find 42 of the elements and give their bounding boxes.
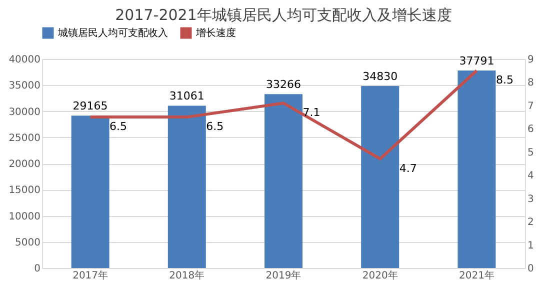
y2-tick-label: 1 [528,240,534,252]
y2-tick-label: 2 [528,217,534,228]
bar [71,116,110,268]
data-label: 29165 [72,100,108,113]
y2-tick-label: 7 [528,100,534,112]
y-tick-label: 35000 [8,80,40,92]
data-label: 31061 [169,90,204,103]
data-label: 33266 [266,78,301,92]
data-label: 6.5 [206,120,224,134]
y-tick-label: 30000 [8,106,40,118]
y-tick-label: 0 [34,264,40,274]
y2-tick-label: 4 [528,170,534,182]
data-label: 8.5 [496,74,514,87]
legend-label: 增长速度 [195,27,236,39]
x-tick-label: 2017年 [72,270,108,282]
y-tick-label: 5000 [15,237,40,248]
bar [264,94,302,268]
y-tick-label: 40000 [8,54,40,66]
data-label: 6.5 [110,120,128,134]
data-label: 7.1 [302,106,320,120]
chart-title: 2017-2021年城镇居民人均可支配收入及增长速度 [115,6,452,24]
x-tick-label: 2021年 [458,270,494,282]
data-label: 4.7 [399,162,417,175]
y-tick-label: 25000 [8,132,40,144]
legend-label: 城镇居民人均可支配收入 [57,27,168,39]
y2-tick-label: 5 [528,147,534,158]
data-label: 37791 [459,54,494,68]
y-tick-label: 10000 [8,211,40,222]
x-tick-label: 2020年 [362,270,398,282]
bar [361,86,400,268]
x-tick-label: 2018年 [169,270,205,282]
y2-tick-label: 3 [528,194,534,205]
data-label: 34830 [362,70,398,84]
y2-tick-label: 0 [528,264,534,274]
y-tick-label: 20000 [8,159,40,170]
bar [458,70,496,268]
y2-tick-label: 9 [528,54,534,66]
bar [168,106,206,268]
y-tick-label: 15000 [8,185,40,196]
y2-tick-label: 8 [528,78,534,89]
x-tick-label: 2019年 [266,270,302,282]
y2-tick-label: 6 [528,124,534,136]
